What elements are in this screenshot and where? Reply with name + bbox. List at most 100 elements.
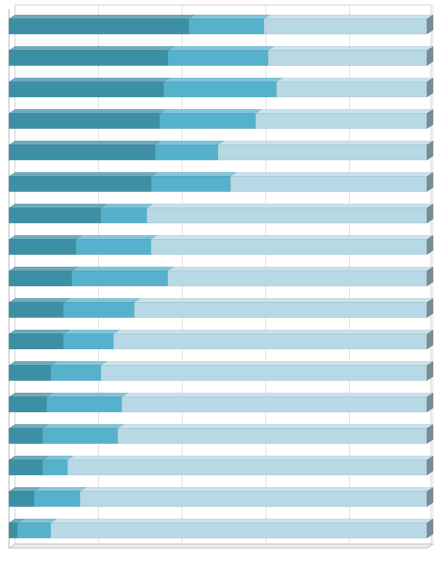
bar-6-series-2 bbox=[150, 176, 231, 192]
bar-7-series-2 bbox=[100, 207, 148, 224]
bar-11-series-1 bbox=[8, 333, 64, 350]
bar-4-series-1-top bbox=[8, 109, 167, 114]
bar-1-series-3 bbox=[263, 18, 428, 35]
bar-5-series-1-top bbox=[8, 140, 162, 146]
bar-2-series-2-top bbox=[167, 46, 275, 51]
bar-12-series-3-top bbox=[100, 361, 434, 366]
bar-13-series-1-top bbox=[8, 392, 54, 398]
bar-5-series-2 bbox=[155, 144, 219, 161]
bar-12-series-1-top bbox=[8, 361, 58, 366]
bar-9-series-1-top bbox=[8, 266, 79, 272]
bar-9-series-2 bbox=[71, 270, 169, 287]
bar-3-series-2 bbox=[163, 81, 277, 98]
bar-10-series-3-top bbox=[133, 298, 434, 303]
bar-14-end-cap bbox=[426, 424, 434, 444]
bar-4-series-2-top bbox=[158, 109, 263, 114]
bar-1-series-2-top bbox=[188, 14, 271, 20]
bar-11-series-3 bbox=[113, 333, 428, 350]
bar-1-series-2 bbox=[188, 18, 265, 35]
bar-17-series-3 bbox=[50, 522, 428, 539]
bar-17-series-1 bbox=[8, 522, 18, 539]
bar-13-series-1 bbox=[8, 396, 47, 413]
bar-4-series-1 bbox=[8, 113, 160, 129]
bar-17-series-3-top bbox=[50, 518, 434, 524]
bar-8-series-2 bbox=[75, 239, 152, 255]
bar-15-end-cap bbox=[426, 455, 434, 476]
bar-16-series-1 bbox=[8, 491, 35, 507]
bar-12-series-3 bbox=[100, 365, 428, 381]
bar-17-end-cap bbox=[426, 518, 434, 539]
bar-6-series-3-top bbox=[229, 172, 434, 177]
bar-3-end-cap bbox=[426, 77, 434, 98]
bar-15-series-1-top bbox=[8, 455, 50, 461]
bar-4-series-3 bbox=[255, 113, 428, 129]
bar-12-series-2-top bbox=[50, 361, 108, 366]
bar-5-series-3 bbox=[217, 144, 428, 161]
bar-7-series-1-top bbox=[8, 203, 108, 209]
bar-12-series-1 bbox=[8, 365, 51, 381]
bar-14-series-2-top bbox=[41, 424, 125, 429]
bar-14-series-1 bbox=[8, 428, 43, 444]
bar-7-series-1 bbox=[8, 207, 102, 224]
bar-8-series-3 bbox=[150, 239, 428, 255]
bar-16-series-2-top bbox=[33, 487, 87, 492]
bar-6-end-cap bbox=[426, 172, 434, 192]
bar-7-series-3-top bbox=[146, 203, 434, 209]
chart-floor bbox=[7, 543, 435, 549]
bar-8-series-3-top bbox=[150, 235, 434, 240]
bar-1-series-1 bbox=[8, 18, 189, 35]
bar-6-series-1 bbox=[8, 176, 152, 192]
bar-14-series-3-top bbox=[117, 424, 434, 429]
bar-3-series-1-top bbox=[8, 77, 171, 83]
bar-3-series-1 bbox=[8, 81, 164, 98]
bar-16-series-3 bbox=[79, 491, 428, 507]
bar-5-series-3-top bbox=[217, 140, 434, 146]
bar-8-series-1-top bbox=[8, 235, 83, 240]
bar-6-series-3 bbox=[230, 176, 428, 192]
bar-9-series-3 bbox=[167, 270, 428, 287]
bar-10-series-1 bbox=[8, 302, 64, 318]
bar-2-series-1 bbox=[8, 50, 169, 66]
bar-11-series-1-top bbox=[8, 329, 71, 335]
bar-13-series-3 bbox=[121, 396, 428, 413]
bar-14-series-3 bbox=[117, 428, 428, 444]
bar-15-series-1 bbox=[8, 459, 43, 476]
bar-9-series-2-top bbox=[71, 266, 175, 272]
bar-2-series-3 bbox=[267, 50, 428, 66]
bar-11-series-2-top bbox=[62, 329, 121, 335]
bar-6-series-2-top bbox=[150, 172, 238, 177]
bar-8-series-2-top bbox=[75, 235, 158, 240]
bar-9-series-1 bbox=[8, 270, 72, 287]
bar-15-series-3 bbox=[67, 459, 428, 476]
bar-11-end-cap bbox=[426, 329, 434, 350]
bar-17-series-2-top bbox=[16, 518, 58, 524]
bar-14-series-1-top bbox=[8, 424, 50, 429]
bar-13-end-cap bbox=[426, 392, 434, 413]
bar-14-series-2 bbox=[42, 428, 118, 444]
bar-13-series-3-top bbox=[121, 392, 434, 398]
bar-16-series-3-top bbox=[79, 487, 434, 492]
bar-4-series-2 bbox=[159, 113, 256, 129]
bar-5-series-1 bbox=[8, 144, 156, 161]
bar-1-series-1-top bbox=[8, 14, 196, 20]
bar-6-series-1-top bbox=[8, 172, 158, 177]
bar-10-series-1-top bbox=[8, 298, 71, 303]
bar-11-series-2 bbox=[63, 333, 114, 350]
bar-10-series-3 bbox=[134, 302, 428, 318]
bar-10-series-2-top bbox=[62, 298, 142, 303]
bar-9-series-3-top bbox=[167, 266, 434, 272]
bar-10-end-cap bbox=[426, 298, 434, 318]
bar-4-end-cap bbox=[426, 109, 434, 129]
bar-2-series-2 bbox=[167, 50, 269, 66]
bar-17-series-2 bbox=[17, 522, 51, 539]
bar-13-series-2 bbox=[46, 396, 123, 413]
bar-15-series-3-top bbox=[66, 455, 434, 461]
bar-8-end-cap bbox=[426, 235, 434, 255]
bar-10-series-2 bbox=[63, 302, 135, 318]
bar-2-end-cap bbox=[426, 46, 434, 66]
bar-15-series-2 bbox=[42, 459, 68, 476]
bar-4-series-3-top bbox=[254, 109, 434, 114]
bar-12-series-2 bbox=[50, 365, 102, 381]
bar-8-series-1 bbox=[8, 239, 77, 255]
